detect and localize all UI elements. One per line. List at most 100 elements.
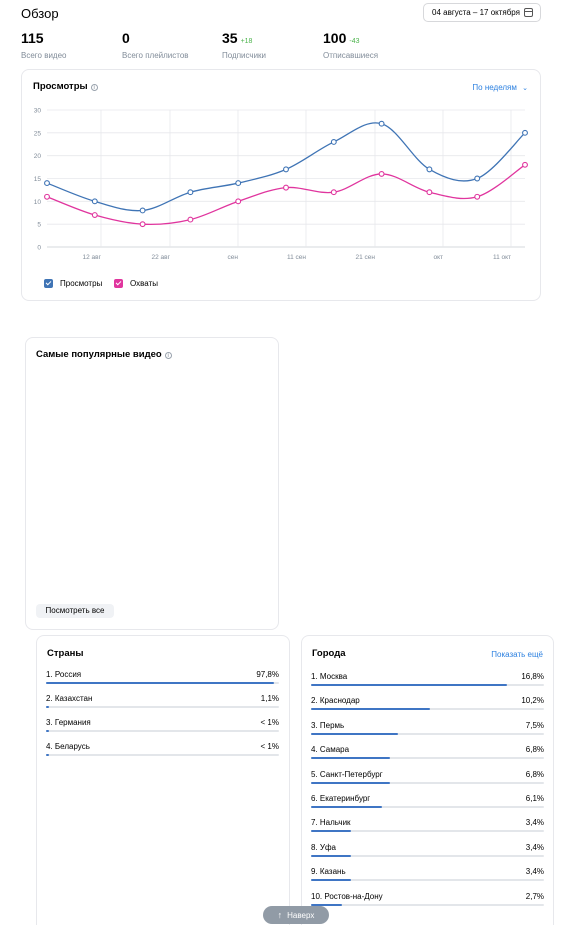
item-percent: 3,4%	[525, 842, 544, 852]
stat-value: 0	[122, 30, 130, 46]
stat-label: Подписчики	[222, 51, 267, 60]
data-point	[187, 189, 194, 196]
legend-item-reach[interactable]: Охваты	[114, 279, 158, 288]
legend-label: Просмотры	[60, 279, 103, 288]
list-item: 3. Германия < 1%	[46, 718, 279, 734]
data-point	[187, 216, 194, 223]
data-point	[283, 184, 289, 191]
list-item: 9. Казань 3,4%	[311, 867, 544, 883]
progress-fill	[311, 903, 343, 906]
progress-fill	[311, 879, 351, 882]
list-item: 1. Россия 97,8%	[46, 670, 279, 686]
data-point	[522, 161, 528, 168]
checkbox-icon	[114, 279, 123, 288]
list-item: 2. Казахстан 1,1%	[46, 694, 279, 710]
progress-track	[311, 806, 544, 808]
date-range-picker[interactable]: 04 августа – 17 октября	[423, 3, 541, 22]
data-point	[474, 193, 481, 200]
x-tick-label: 21 сен	[356, 254, 376, 261]
y-tick-label: 10	[34, 199, 42, 206]
list-item: 7. Нальчик 3,4%	[311, 818, 544, 834]
item-percent: 7,5%	[525, 720, 544, 730]
progress-fill	[311, 708, 430, 711]
show-more-link[interactable]: Показать ещё	[491, 650, 543, 659]
data-point	[522, 129, 528, 136]
item-name: 8. Уфа	[311, 842, 337, 852]
arrow-up-icon: ↑	[277, 910, 283, 920]
data-point	[283, 166, 289, 173]
list-item: 3. Пермь 7,5%	[311, 721, 544, 737]
legend-item-views[interactable]: Просмотры	[44, 279, 102, 288]
stat-label: Всего плейлистов	[122, 51, 189, 60]
stat-value: 35	[222, 30, 238, 46]
legend-label: Охваты	[130, 279, 158, 288]
progress-fill	[311, 757, 391, 760]
progress-track	[311, 708, 544, 711]
data-point	[44, 180, 50, 187]
x-tick-label: 12 авг	[83, 254, 102, 261]
views-title-text: Просмотры	[33, 81, 88, 92]
stat-value: 115	[21, 30, 44, 46]
progress-fill	[46, 682, 274, 684]
stat-unsubscribed: 100 -43 Отписавшиеся	[323, 30, 378, 60]
y-tick-label: 25	[34, 130, 42, 137]
list-item: 4. Беларусь < 1%	[46, 742, 279, 758]
data-point	[235, 198, 242, 205]
stat-value: 100	[323, 30, 347, 46]
item-percent: < 1%	[260, 742, 279, 751]
data-point	[91, 212, 98, 218]
progress-fill	[311, 830, 351, 833]
popular-videos-card: Самые популярные видео i	[25, 337, 279, 630]
stat-videos: 115 Всего видео	[21, 30, 66, 60]
progress-track	[46, 754, 279, 756]
y-tick-label: 30	[34, 108, 42, 115]
item-percent: 6,8%	[525, 745, 544, 755]
progress-track	[46, 730, 279, 732]
chevron-down-icon: ⌄	[522, 85, 528, 92]
data-point	[44, 193, 50, 200]
progress-track	[311, 854, 544, 857]
item-name: 4. Беларусь	[46, 742, 90, 751]
progress-track	[46, 706, 279, 708]
progress-fill	[311, 781, 391, 784]
y-tick-label: 0	[37, 245, 41, 252]
item-name: 6. Екатеринбург	[311, 794, 371, 803]
list-item: 2. Краснодар 10,2%	[311, 696, 544, 712]
item-name: 9. Казань	[311, 867, 346, 877]
item-name: 7. Нальчик	[311, 818, 351, 828]
stat-delta: -43	[349, 38, 360, 45]
data-point	[426, 189, 433, 196]
progress-fill	[46, 706, 50, 708]
info-icon[interactable]: i	[164, 352, 172, 359]
view-all-button[interactable]: Посмотреть все	[36, 604, 114, 618]
cities-title: Города	[312, 648, 346, 659]
item-percent: < 1%	[260, 718, 279, 727]
data-point	[330, 189, 337, 196]
data-point	[378, 170, 385, 177]
data-point	[426, 166, 433, 173]
y-tick-label: 20	[34, 153, 42, 160]
list-item: 4. Самара 6,8%	[311, 745, 544, 761]
y-tick-label: 15	[34, 176, 42, 183]
data-point	[330, 139, 337, 145]
x-tick-label: 22 авг	[152, 254, 171, 261]
info-icon[interactable]: i	[90, 84, 98, 91]
progress-track	[311, 732, 544, 735]
progress-track	[311, 781, 544, 784]
item-name: 5. Санкт-Петербург	[311, 769, 383, 779]
data-point	[378, 120, 385, 127]
period-selector[interactable]: По неделям ⌄	[472, 83, 528, 92]
progress-track	[311, 684, 544, 686]
views-card-title: Просмотры i	[33, 81, 98, 92]
list-item: 5. Санкт-Петербург 6,8%	[311, 770, 544, 786]
item-percent: 16,8%	[521, 672, 544, 681]
progress-fill	[311, 806, 383, 808]
item-percent: 2,7%	[525, 891, 544, 901]
progress-track	[311, 757, 544, 760]
page-title: Обзор	[21, 6, 59, 21]
scroll-top-button[interactable]: ↑ Наверх	[263, 906, 329, 924]
calendar-icon	[524, 8, 533, 17]
data-point	[139, 207, 146, 214]
x-tick-label: 11 сен	[287, 254, 306, 261]
x-tick-label: сен	[228, 254, 239, 261]
